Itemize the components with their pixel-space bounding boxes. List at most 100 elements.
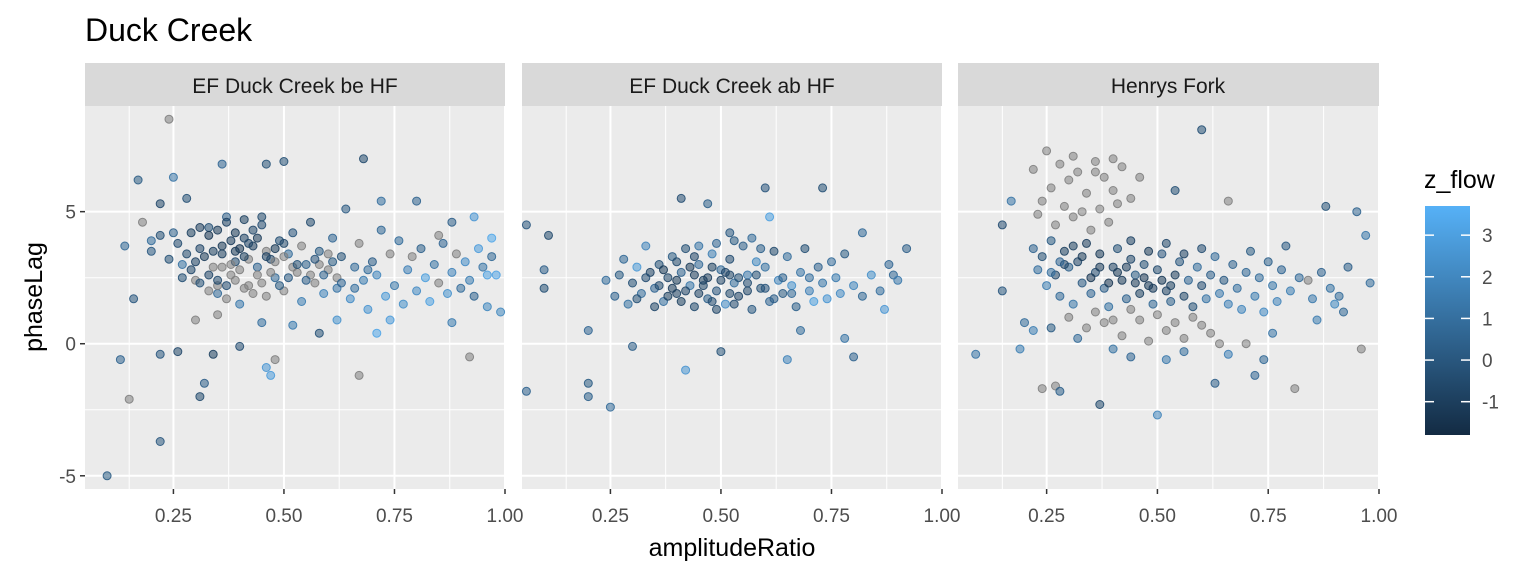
data-point (1046, 183, 1056, 193)
data-point (1259, 307, 1269, 317)
x-axis-title: amplitudeRatio (649, 534, 816, 562)
data-point (1179, 249, 1189, 259)
data-point (1126, 304, 1136, 314)
data-point (394, 236, 404, 246)
data-point (676, 267, 686, 277)
data-point (336, 252, 346, 262)
data-point (1077, 252, 1087, 262)
data-point (1361, 230, 1371, 240)
data-point (997, 286, 1007, 296)
data-point (1219, 275, 1229, 285)
data-point (168, 172, 178, 182)
x-tick-label: 0.25 (592, 506, 629, 527)
data-point (1210, 252, 1220, 262)
data-point (266, 267, 276, 277)
data-point (306, 217, 315, 227)
data-point (800, 244, 810, 254)
data-point (1179, 333, 1189, 343)
data-point (129, 294, 139, 304)
data-point (707, 249, 717, 259)
data-point (204, 270, 214, 280)
data-point (1130, 278, 1140, 288)
data-point (297, 297, 307, 306)
data-point (217, 262, 227, 272)
data-point (155, 349, 165, 359)
data-point (451, 249, 461, 259)
data-point (398, 299, 408, 309)
data-point (186, 265, 196, 275)
data-point (751, 270, 761, 280)
data-point (694, 260, 704, 269)
data-point (1055, 257, 1065, 267)
data-point (756, 244, 766, 254)
data-point (1064, 312, 1074, 322)
data-point (1339, 307, 1348, 317)
data-point (1064, 175, 1074, 185)
data-point (760, 283, 770, 293)
data-point (747, 233, 757, 243)
data-point (840, 333, 850, 343)
data-point (257, 278, 267, 288)
data-point (1046, 236, 1056, 246)
data-point (729, 299, 739, 309)
legend-colorbar (1425, 206, 1470, 435)
data-point (725, 228, 735, 238)
data-point (1201, 294, 1211, 304)
data-point (168, 228, 178, 238)
data-point (685, 262, 695, 272)
data-point (1082, 238, 1091, 248)
data-point (866, 270, 876, 280)
legend-tick-label: 1 (1482, 309, 1493, 330)
data-point (605, 402, 615, 412)
data-point (1033, 265, 1043, 275)
data-point (115, 355, 125, 365)
panel-2-grid (522, 106, 943, 489)
data-point (186, 228, 196, 238)
data-point (804, 273, 814, 283)
data-point (491, 270, 501, 280)
data-point (818, 278, 828, 288)
data-point (1152, 310, 1162, 320)
data-point (1033, 209, 1043, 219)
x-tick-label: 0.50 (702, 506, 739, 527)
data-point (778, 289, 788, 298)
data-point (385, 249, 395, 259)
data-point (1303, 275, 1313, 285)
data-point (1259, 355, 1269, 365)
data-point (641, 241, 651, 251)
data-point (367, 257, 377, 267)
data-point (244, 238, 254, 248)
data-point (1237, 304, 1247, 314)
data-point (182, 193, 192, 203)
legend-ticks: 3 2 1 0 -1 (1425, 226, 1499, 414)
data-point (230, 275, 240, 285)
data-point (623, 299, 633, 309)
data-point (226, 236, 236, 246)
data-point (314, 246, 324, 256)
panel-2-strip-label: EF Duck Creek ab HF (629, 75, 834, 98)
data-point (1113, 199, 1122, 209)
data-point (539, 265, 549, 275)
data-point (195, 244, 205, 254)
data-point (971, 349, 981, 359)
data-point (204, 223, 214, 232)
data-point (1086, 289, 1096, 298)
data-point (747, 304, 757, 314)
panel-3: Henrys Fork 0.25 0.50 0.75 1.00 (958, 63, 1397, 527)
data-point (390, 281, 399, 291)
data-point (716, 347, 726, 357)
data-point (230, 228, 240, 238)
data-point (1215, 339, 1224, 349)
data-point (1294, 273, 1304, 283)
panel-1-points (102, 114, 506, 481)
data-point (641, 273, 651, 283)
data-point (1135, 289, 1145, 298)
data-point (482, 302, 492, 312)
data-point (314, 328, 324, 338)
data-point (478, 262, 488, 272)
data-point (601, 275, 611, 285)
x-tick-label: 0.75 (1250, 506, 1287, 527)
data-point (1197, 320, 1207, 330)
data-point (438, 238, 448, 248)
data-point (301, 260, 311, 269)
